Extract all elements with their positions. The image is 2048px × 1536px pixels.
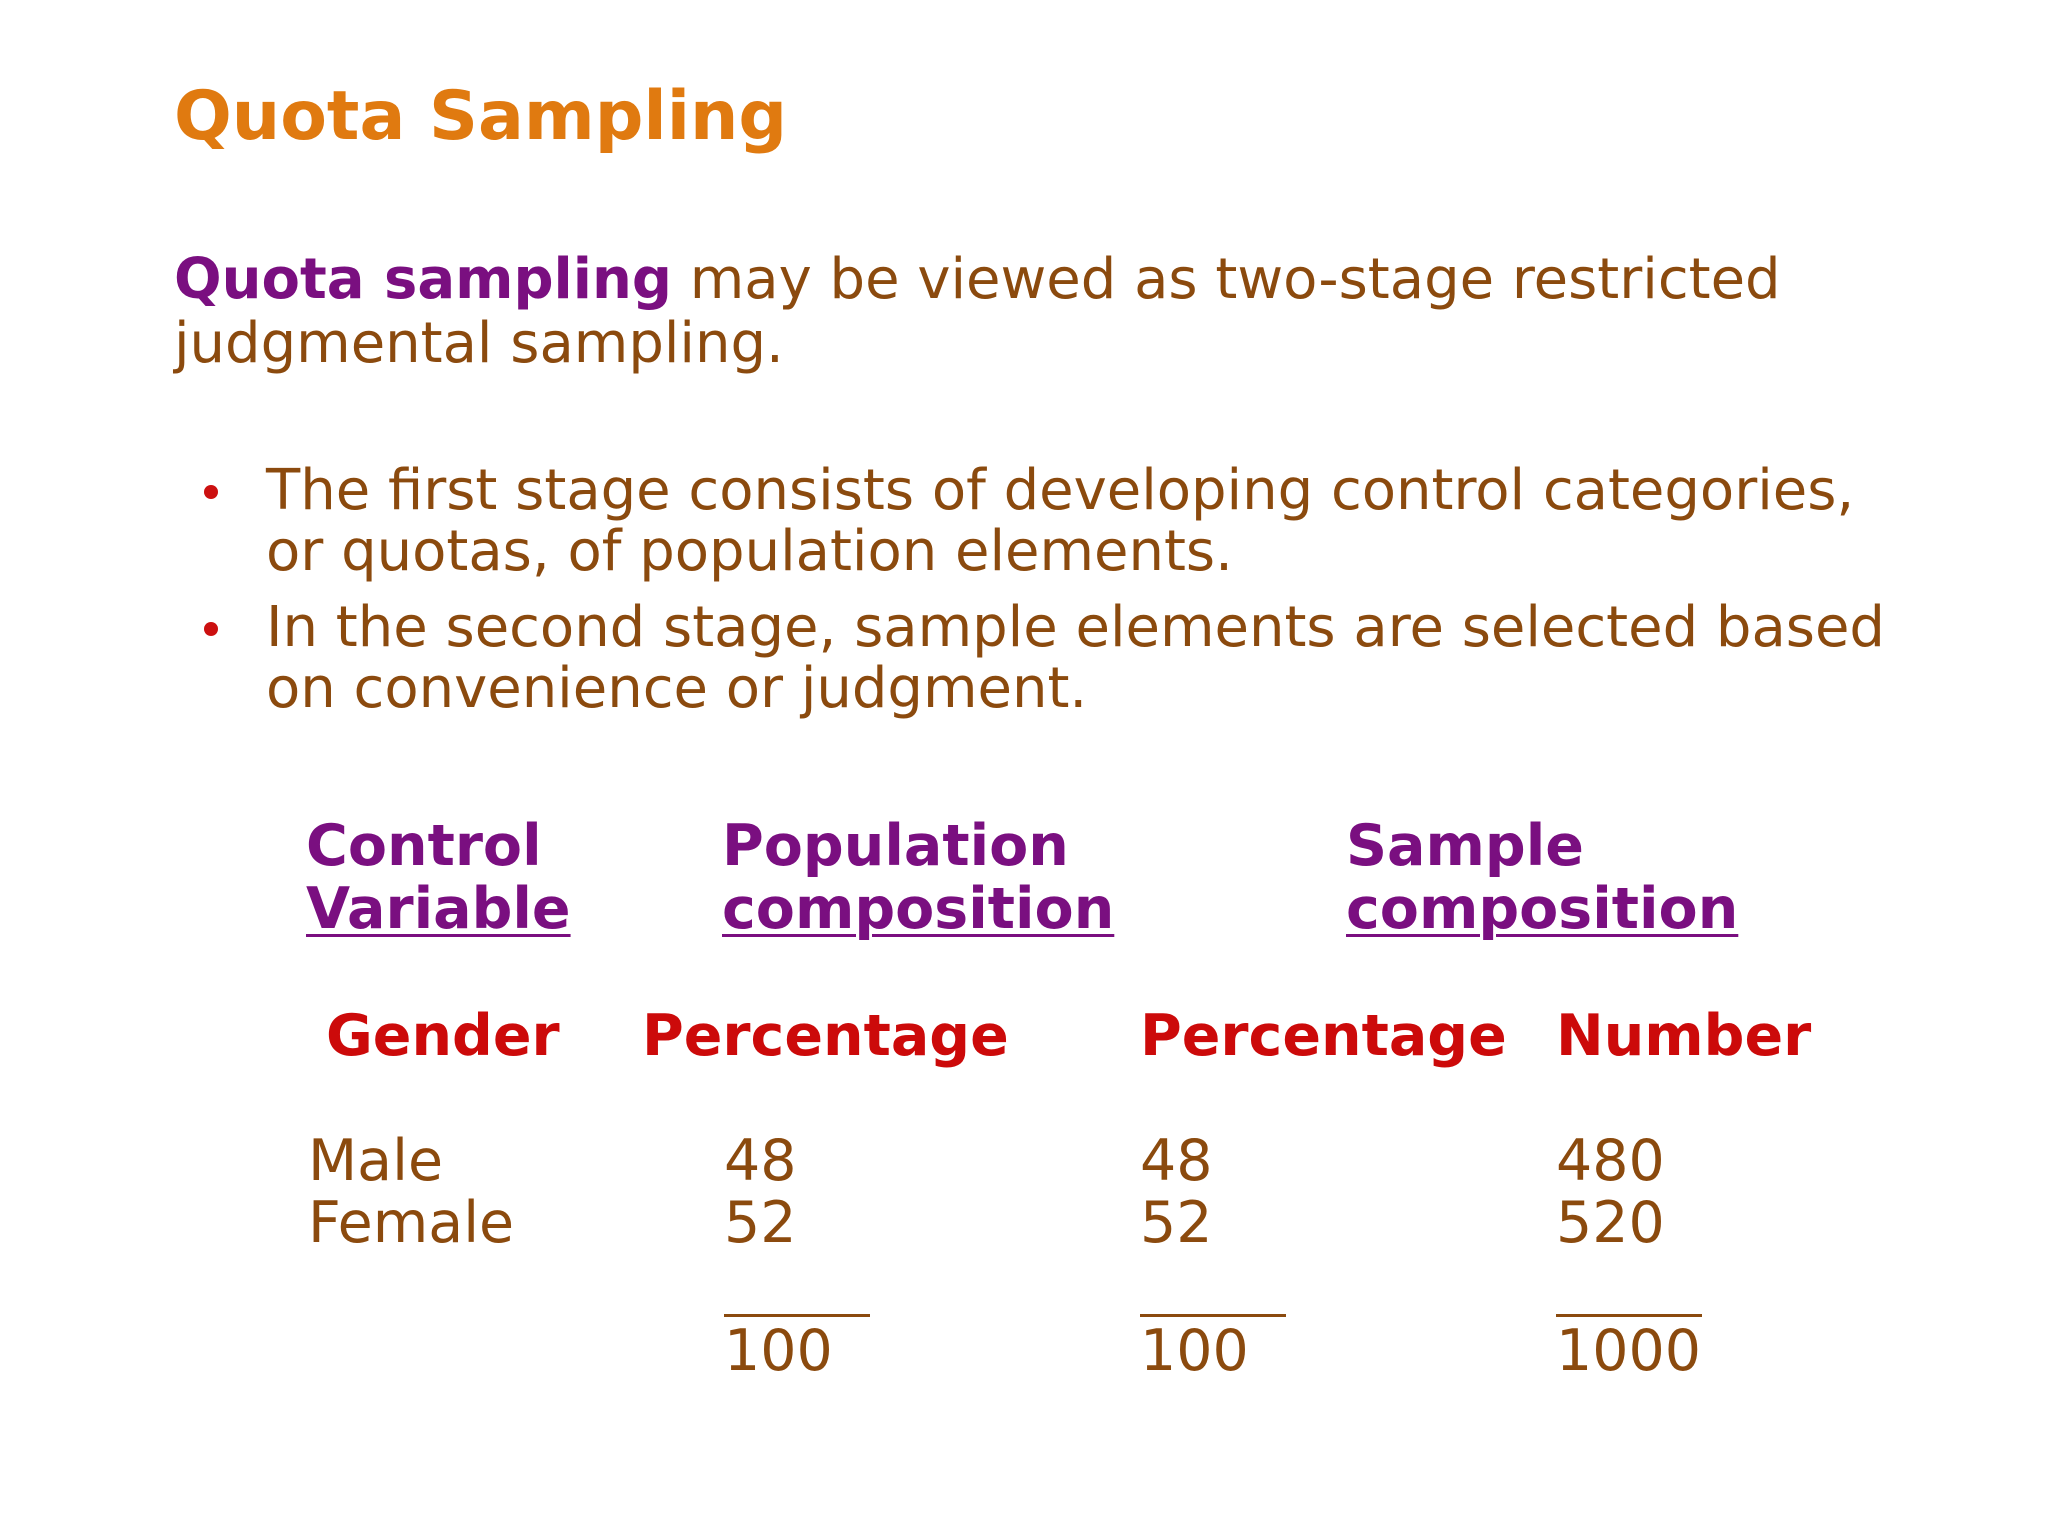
table-row-pop-percentage: 52: [724, 1190, 797, 1256]
bullet-text-line1: In the second stage, sample elements are…: [266, 595, 1885, 660]
bullet-text-line2: on convenience or judgment.: [266, 656, 1088, 721]
header-sample-composition: Sample composition: [1346, 815, 1738, 941]
intro-text-line1: may be viewed as two-stage restricted: [671, 247, 1781, 312]
table-row-sample-percentage: 48: [1140, 1128, 1213, 1194]
intro-text-line2: judgmental sampling.: [174, 311, 784, 376]
total-rule-population: [724, 1314, 870, 1317]
header-control-line2: Variable: [306, 876, 571, 942]
header-sample-line2: composition: [1346, 876, 1739, 942]
slide-title: Quota Sampling: [174, 77, 788, 156]
header-control-line1: Control: [306, 813, 542, 879]
subheader-sample-percentage: Percentage: [1140, 1003, 1507, 1069]
total-sample-percentage: 100: [1140, 1318, 1249, 1384]
header-control-variable: Control Variable: [306, 815, 571, 941]
header-population-composition: Population composition: [722, 815, 1114, 941]
bullet-item: The first stage consists of developing c…: [200, 460, 1960, 582]
table-row-sample-number: 520: [1556, 1190, 1665, 1256]
table-row-pop-percentage: 48: [724, 1128, 797, 1194]
total-pop-percentage: 100: [724, 1318, 833, 1384]
bullet-text-line2: or quotas, of population elements.: [266, 519, 1233, 584]
header-population-line2: composition: [722, 876, 1115, 942]
bullet-dot-icon: [204, 485, 218, 499]
subheader-sample-number: Number: [1556, 1003, 1812, 1069]
table-row-sample-number: 480: [1556, 1128, 1665, 1194]
bullet-list: The first stage consists of developing c…: [200, 460, 1960, 734]
total-sample-number: 1000: [1556, 1318, 1702, 1384]
table-row-variable: Male: [308, 1128, 444, 1194]
header-population-line1: Population: [722, 813, 1069, 879]
intro-term: Quota sampling: [174, 247, 672, 312]
subheader-gender: Gender: [326, 1003, 560, 1069]
total-rule-sample-number: [1556, 1314, 1702, 1317]
header-sample-line1: Sample: [1346, 813, 1584, 879]
bullet-text-line1: The first stage consists of developing c…: [266, 458, 1855, 523]
subheader-population-percentage: Percentage: [642, 1003, 1009, 1069]
total-rule-sample-percentage: [1140, 1314, 1286, 1317]
table-row-variable: Female: [308, 1190, 515, 1256]
table-row-sample-percentage: 52: [1140, 1190, 1213, 1256]
bullet-dot-icon: [204, 622, 218, 636]
intro-paragraph: Quota sampling may be viewed as two-stag…: [174, 248, 1934, 376]
bullet-item: In the second stage, sample elements are…: [200, 597, 1960, 719]
